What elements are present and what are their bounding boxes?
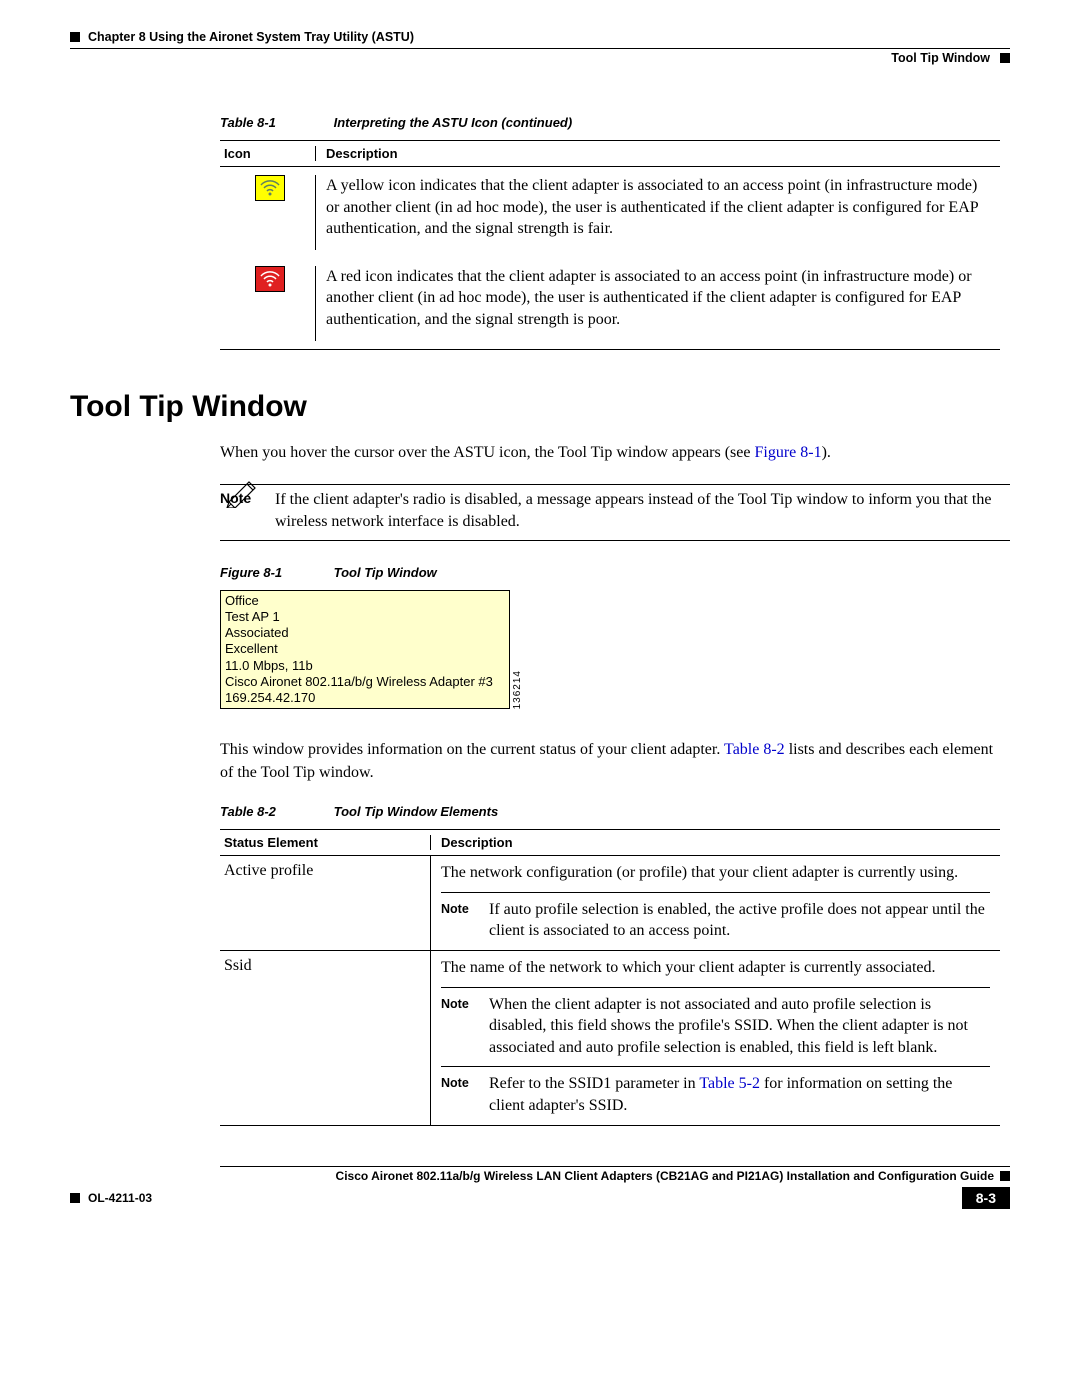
table-8-2-hdr-status: Status Element (220, 835, 430, 850)
table-8-1-row-yellow: A yellow icon indicates that the client … (220, 167, 1000, 258)
row0-note0-label: Note (441, 899, 489, 942)
row1-desc: The name of the network to which your cl… (441, 957, 990, 979)
table-8-2-header: Status Element Description (220, 830, 1000, 856)
row1-note1-label: Note (441, 1073, 489, 1116)
tooltip-line-0: Office (225, 593, 505, 609)
note-rule-top (220, 484, 1010, 485)
section-heading: Tool Tip Window (70, 390, 1010, 424)
para2-pre: This window provides information on the … (220, 741, 724, 758)
table-8-1: Icon Description A yellow icon indicates… (220, 140, 1000, 350)
chapter-header-text: Chapter 8 Using the Aironet System Tray … (88, 30, 414, 44)
page-number-badge: 8-3 (962, 1187, 1010, 1209)
table-8-2-hdr-desc: Description (430, 835, 1000, 850)
table-8-2-caption-title: Tool Tip Window Elements (334, 804, 499, 819)
figure-8-1-link[interactable]: Figure 8-1 (754, 444, 821, 461)
table-8-1-caption-title: Interpreting the ASTU Icon (continued) (334, 115, 573, 130)
header-section-right: Tool Tip Window (70, 51, 1010, 65)
table-5-2-link[interactable]: Table 5-2 (699, 1075, 760, 1092)
row1-note0-text: When the client adapter is not associate… (489, 994, 990, 1059)
table-8-1-hdr-icon: Icon (220, 146, 315, 161)
footer-doc-id-wrap: OL-4211-03 (70, 1191, 152, 1205)
page: Chapter 8 Using the Aironet System Tray … (0, 0, 1080, 1239)
row0-note0: Note If auto profile selection is enable… (441, 892, 990, 942)
note-text: If the client adapter's radio is disable… (275, 489, 1010, 534)
tooltip-line-6: 169.254.42.170 (225, 690, 505, 706)
note-block: Note If the client adapter's radio is di… (220, 489, 1010, 534)
para-above-table82: This window provides information on the … (220, 739, 1010, 784)
table-8-1-row-yellow-desc: A yellow icon indicates that the client … (315, 175, 1000, 250)
figure-8-1-caption-label: Figure 8-1 (220, 565, 330, 580)
table-8-1-row-red-desc: A red icon indicates that the client ada… (315, 266, 1000, 341)
row0-element: Active profile (220, 856, 430, 950)
table-8-1-caption-label: Table 8-1 (220, 115, 330, 130)
table-8-1-caption: Table 8-1 Interpreting the ASTU Icon (co… (220, 115, 1010, 130)
header-section-square-icon (1000, 53, 1010, 63)
figure-8-1-caption-title: Tool Tip Window (334, 565, 437, 580)
row1-note0: Note When the client adapter is not asso… (441, 987, 990, 1059)
table-8-2-caption-label: Table 8-2 (220, 804, 330, 819)
tooltip-line-2: Associated (225, 625, 505, 641)
footer-guide-title: Cisco Aironet 802.11a/b/g Wireless LAN C… (220, 1169, 994, 1183)
row0-desc: The network configuration (or profile) t… (441, 862, 990, 884)
header-rule (70, 48, 1010, 49)
row1-note0-label: Note (441, 994, 489, 1059)
table-8-1-header: Icon Description (220, 141, 1000, 167)
intro-paragraph: When you hover the cursor over the ASTU … (220, 442, 1010, 464)
note-pencil-icon (225, 478, 261, 513)
tooltip-line-4: 11.0 Mbps, 11b (225, 658, 505, 674)
tooltip-line-5: Cisco Aironet 802.11a/b/g Wireless Adapt… (225, 674, 505, 690)
footer-square-icon (1000, 1171, 1010, 1181)
table-8-1-hdr-desc: Description (315, 146, 1000, 161)
intro-post: ). (822, 444, 831, 461)
footer-left-square-icon (70, 1193, 80, 1203)
footer-title-row: Cisco Aironet 802.11a/b/g Wireless LAN C… (70, 1169, 1010, 1183)
table-8-2-caption: Table 8-2 Tool Tip Window Elements (220, 804, 1010, 819)
row0-note0-text: If auto profile selection is enabled, th… (489, 899, 990, 942)
table-8-2: Status Element Description Active profil… (220, 829, 1000, 1125)
row1-element: Ssid (220, 951, 430, 1125)
tooltip-content: Office Test AP 1 Associated Excellent 11… (220, 590, 510, 710)
header-section-text: Tool Tip Window (891, 51, 990, 65)
wifi-red-icon (255, 266, 285, 292)
row1-note1-pre: Refer to the SSID1 parameter in (489, 1075, 699, 1092)
intro-pre: When you hover the cursor over the ASTU … (220, 444, 754, 461)
figure-8-1-caption: Figure 8-1 Tool Tip Window (220, 565, 1010, 580)
row1-note1: Note Refer to the SSID1 parameter in Tab… (441, 1066, 990, 1116)
table-8-1-row-red: A red icon indicates that the client ada… (220, 258, 1000, 349)
tooltip-line-1: Test AP 1 (225, 609, 505, 625)
header-square-icon (70, 32, 80, 42)
footer-doc-id: OL-4211-03 (88, 1191, 152, 1205)
table-8-2-row-ssid: Ssid The name of the network to which yo… (220, 951, 1000, 1125)
tooltip-side-id: 136214 (512, 670, 523, 709)
table-8-2-link[interactable]: Table 8-2 (724, 741, 785, 758)
footer-bottom-row: OL-4211-03 8-3 (70, 1187, 1010, 1209)
row1-note1-text: Refer to the SSID1 parameter in Table 5-… (489, 1073, 990, 1116)
chapter-header: Chapter 8 Using the Aironet System Tray … (70, 30, 1010, 44)
note-rule-bottom (220, 540, 1010, 541)
tooltip-figure: Office Test AP 1 Associated Excellent 11… (220, 590, 523, 710)
tooltip-line-3: Excellent (225, 641, 505, 657)
table-8-2-row-active-profile: Active profile The network configuration… (220, 856, 1000, 951)
footer-rule (220, 1166, 1010, 1167)
wifi-yellow-icon (255, 175, 285, 201)
